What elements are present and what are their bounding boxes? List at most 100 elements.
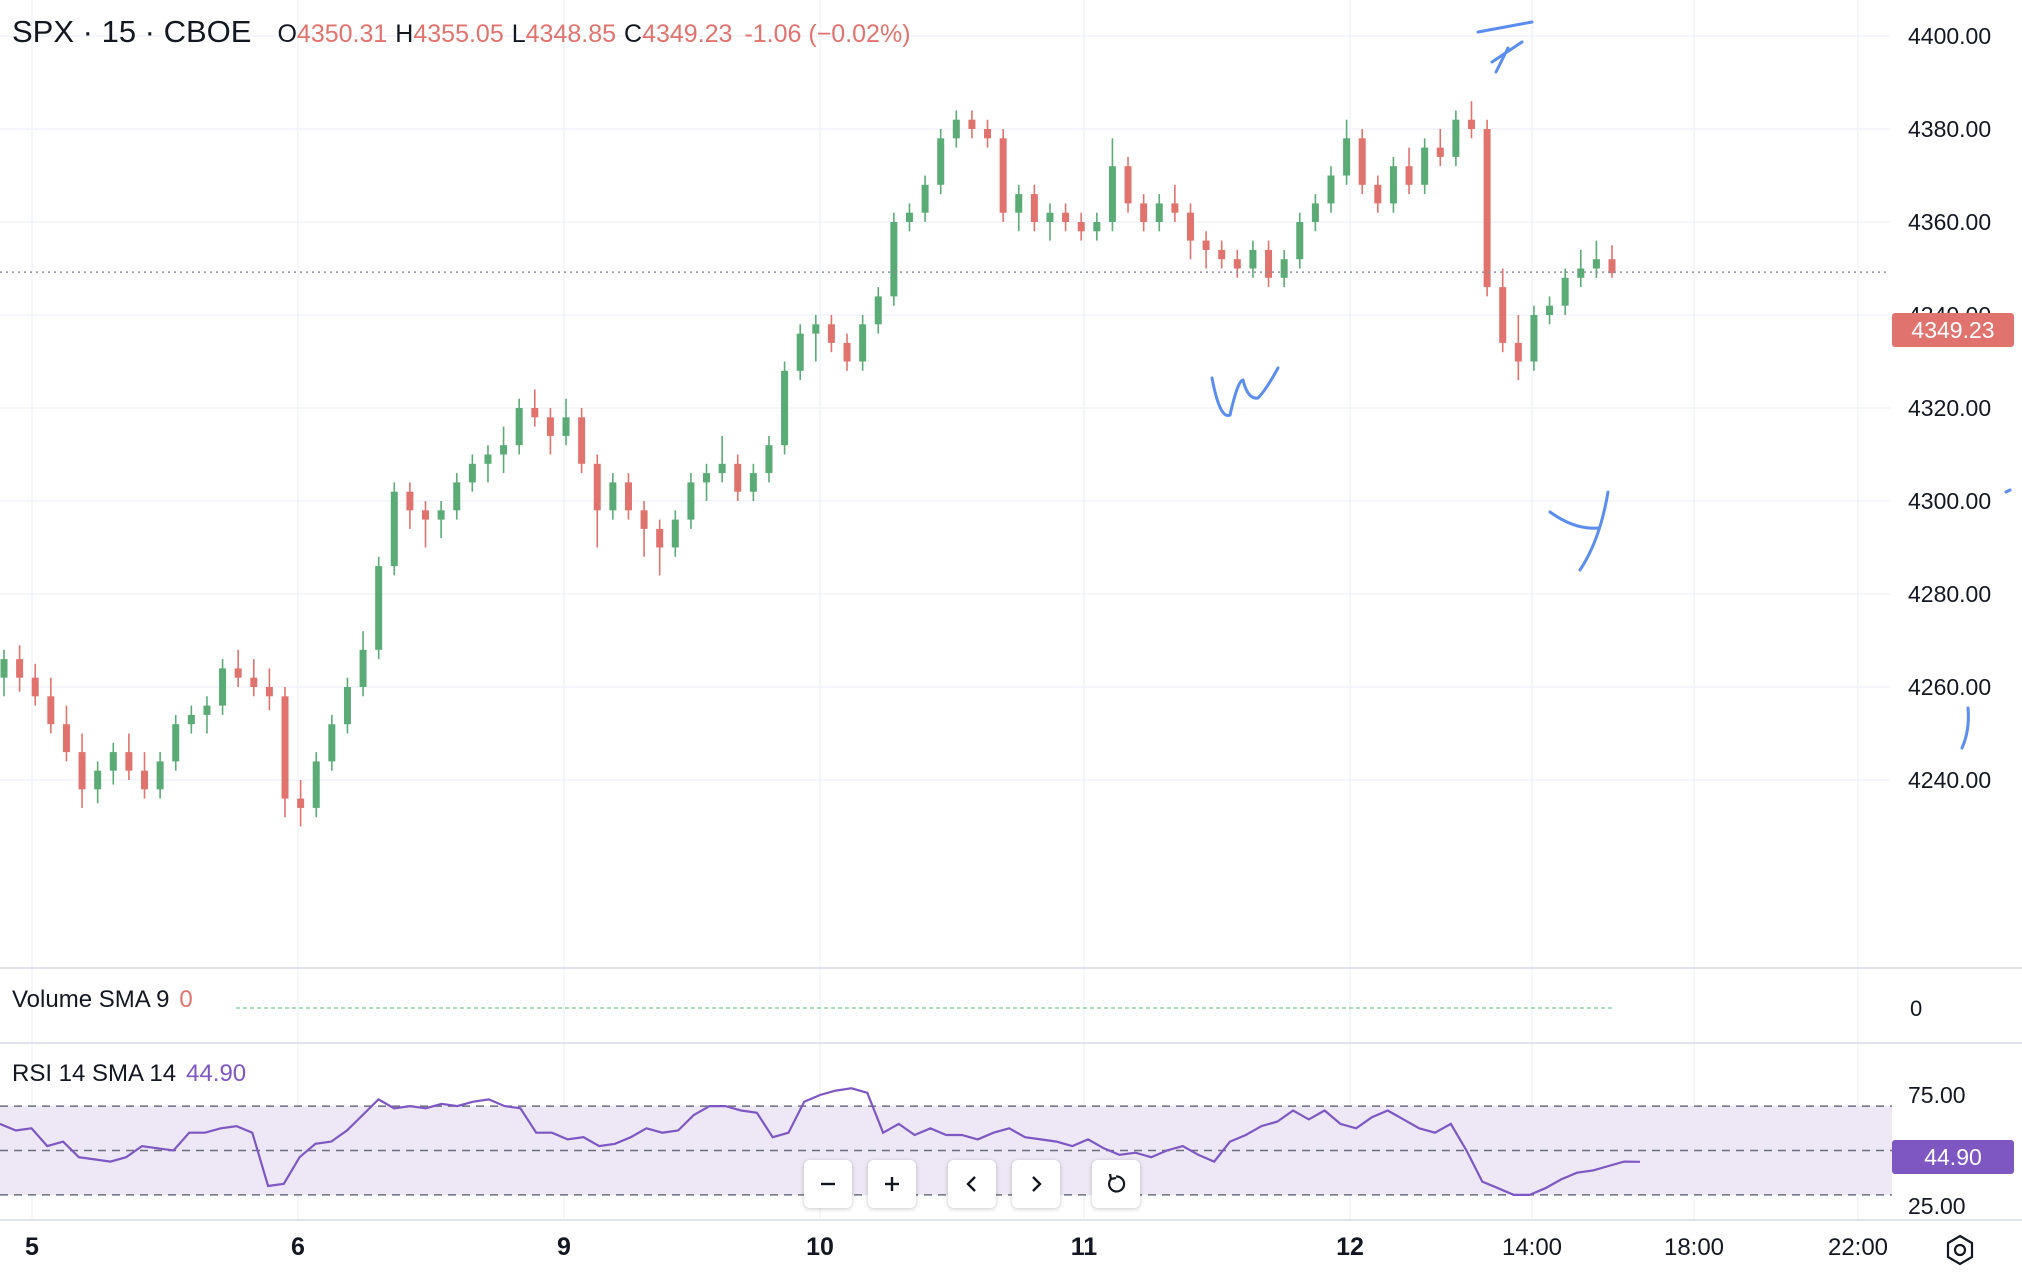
candle-body bbox=[703, 473, 711, 483]
candle bbox=[1265, 240, 1273, 288]
volume-legend[interactable]: Volume SMA 9 0 bbox=[12, 986, 193, 1014]
chevron-right-icon bbox=[1032, 1176, 1042, 1192]
zoom-out-button[interactable] bbox=[804, 1160, 852, 1208]
candle bbox=[703, 463, 711, 501]
symbol-title[interactable]: SPX · 15 · CBOE bbox=[12, 14, 252, 49]
candle-body bbox=[219, 668, 227, 706]
candle-body bbox=[1327, 175, 1335, 204]
candle-body bbox=[1171, 203, 1179, 213]
rsi-legend-value: 44.90 bbox=[186, 1060, 247, 1087]
zoom-in-button[interactable] bbox=[868, 1160, 916, 1208]
chevron-left-icon bbox=[966, 1176, 976, 1192]
candle bbox=[203, 696, 211, 734]
candle-body bbox=[1530, 315, 1538, 362]
price-tick-label: 4240.00 bbox=[1908, 767, 1991, 793]
candle-body bbox=[94, 770, 102, 790]
time-axis[interactable]: 5 6 9 10 11 12 14:00 18:00 22:00 bbox=[25, 1233, 1888, 1261]
candle bbox=[640, 501, 648, 557]
candle-body bbox=[187, 714, 195, 725]
candle bbox=[1046, 203, 1054, 241]
candle bbox=[1389, 156, 1397, 213]
candle-body bbox=[531, 408, 539, 418]
candle bbox=[1421, 138, 1429, 195]
candle bbox=[546, 408, 554, 455]
candle-body bbox=[328, 724, 336, 762]
time-tick-label: 12 bbox=[1336, 1233, 1364, 1261]
price-axis[interactable]: 4400.004380.004360.004340.004320.004300.… bbox=[1908, 23, 1991, 1219]
open-value: 4350.31 bbox=[296, 20, 388, 48]
candle-body bbox=[796, 333, 804, 371]
candle-body bbox=[1280, 259, 1288, 278]
candle-body bbox=[1608, 259, 1616, 274]
candle-body bbox=[265, 687, 273, 697]
candle-body bbox=[1467, 119, 1475, 129]
candle bbox=[1483, 119, 1491, 297]
candle-body bbox=[827, 324, 835, 343]
candle bbox=[219, 659, 227, 715]
drawing-y-mark bbox=[1548, 490, 1610, 572]
candle bbox=[1155, 194, 1163, 232]
candle-body bbox=[297, 798, 305, 808]
candle-body bbox=[578, 417, 586, 464]
candle-body bbox=[640, 510, 648, 529]
candle-body bbox=[1577, 268, 1585, 278]
candle-body bbox=[1202, 240, 1210, 250]
candle bbox=[1124, 156, 1132, 213]
price-tick-label: 4400.00 bbox=[1908, 23, 1991, 49]
candle bbox=[1561, 268, 1569, 315]
candle-body bbox=[562, 417, 570, 436]
candle bbox=[453, 473, 461, 520]
candle-body bbox=[250, 677, 258, 687]
candle-body bbox=[1140, 203, 1148, 222]
candle bbox=[31, 663, 39, 706]
candle bbox=[78, 733, 86, 808]
candle-body bbox=[1124, 166, 1132, 204]
candle bbox=[0, 649, 8, 697]
candle-body bbox=[16, 659, 24, 678]
high-label: H bbox=[395, 20, 414, 48]
reset-icon bbox=[1108, 1173, 1126, 1193]
candle bbox=[671, 510, 679, 557]
candle-body bbox=[468, 463, 476, 483]
candle bbox=[359, 631, 367, 697]
candle-body bbox=[1358, 138, 1366, 185]
candle-body bbox=[0, 659, 8, 678]
candle-body bbox=[765, 445, 773, 474]
candle-body bbox=[1249, 249, 1257, 269]
low-label: L bbox=[511, 20, 526, 48]
candle-body bbox=[500, 445, 508, 455]
gear-icon bbox=[1946, 1234, 1974, 1266]
candlestick-series[interactable] bbox=[0, 101, 1616, 827]
candle bbox=[1608, 245, 1616, 278]
candle-body bbox=[1405, 166, 1413, 185]
price-tick-label: 4380.00 bbox=[1908, 116, 1991, 142]
candle-body bbox=[671, 519, 679, 548]
scroll-left-button[interactable] bbox=[948, 1160, 996, 1208]
candle-body bbox=[1374, 184, 1382, 204]
candle-body bbox=[859, 324, 867, 362]
candle bbox=[1546, 296, 1554, 325]
candle-body bbox=[1483, 129, 1491, 288]
candle bbox=[1015, 184, 1023, 232]
time-tick-label: 5 bbox=[25, 1233, 39, 1261]
candle-body bbox=[921, 184, 929, 213]
price-tick-label: 4320.00 bbox=[1908, 395, 1991, 421]
reset-chart-button[interactable] bbox=[1092, 1160, 1140, 1208]
candle bbox=[593, 454, 601, 548]
drawing-dot-mark bbox=[2004, 488, 2012, 494]
last-price-tag: 4349.23 bbox=[1892, 313, 2014, 347]
candle bbox=[1436, 129, 1444, 167]
candle bbox=[1499, 268, 1507, 353]
candle bbox=[94, 761, 102, 804]
scroll-right-button[interactable] bbox=[1012, 1160, 1060, 1208]
rsi-tick-label: 75.00 bbox=[1908, 1082, 1966, 1108]
candle bbox=[905, 203, 913, 232]
chart-settings-button[interactable] bbox=[1942, 1232, 1978, 1268]
rsi-legend[interactable]: RSI 14 SMA 14 44.90 bbox=[12, 1060, 246, 1088]
candle-body bbox=[999, 138, 1007, 213]
chart-grid bbox=[0, 0, 2022, 1221]
candle-body bbox=[905, 212, 913, 222]
candle-body bbox=[546, 417, 554, 436]
candle bbox=[937, 129, 945, 195]
